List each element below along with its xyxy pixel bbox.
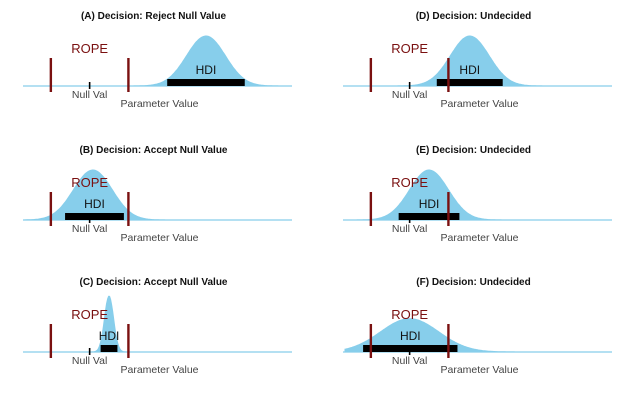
posterior-density	[345, 169, 610, 221]
null-value-label: Null Val	[392, 89, 427, 101]
posterior-density	[25, 295, 290, 353]
hdi-label: HDI	[400, 329, 421, 343]
panel-c: (C) Decision: Accept Null Value HDI ROPE Nu…	[23, 277, 292, 376]
rope-label: ROPE	[391, 41, 428, 56]
panel-title: (B) Decision: Accept Null Value	[80, 145, 228, 156]
hdi-label: HDI	[84, 197, 105, 211]
hdi-label: HDI	[196, 63, 217, 77]
rope-label: ROPE	[391, 307, 428, 322]
panel-title: (C) Decision: Accept Null Value	[80, 277, 228, 288]
panel-a: (A) Decision: Reject Null Value HDI ROPE Nu…	[23, 11, 292, 110]
hdi-bar	[436, 79, 503, 86]
rope-label: ROPE	[71, 307, 108, 322]
hdi-label: HDI	[419, 197, 440, 211]
x-axis-label: Parameter Value	[440, 98, 518, 110]
panel-title: (A) Decision: Reject Null Value	[81, 11, 226, 22]
posterior-density	[345, 35, 610, 87]
hdi-label: HDI	[99, 329, 120, 343]
panel-e: (E) Decision: Undecided HDI ROPE Null Val Pa…	[343, 145, 612, 244]
hdi-bar	[167, 79, 245, 86]
rope-label: ROPE	[71, 41, 108, 56]
null-value-label: Null Val	[392, 223, 427, 235]
hdi-bar	[398, 213, 460, 220]
null-value-label: Null Val	[72, 223, 107, 235]
null-value-label: Null Val	[72, 89, 107, 101]
panel-b: (B) Decision: Accept Null Value HDI ROPE Nu…	[23, 145, 292, 244]
rope-label: ROPE	[391, 175, 428, 190]
x-axis-label: Parameter Value	[440, 232, 518, 244]
posterior-density	[24, 169, 290, 221]
posterior-density	[25, 35, 290, 87]
x-axis-label: Parameter Value	[120, 232, 198, 244]
hdi-label: HDI	[459, 63, 480, 77]
hdi-bar	[100, 345, 118, 352]
null-value-label: Null Val	[72, 355, 107, 367]
null-value-label: Null Val	[392, 355, 427, 367]
panel-f: (F) Decision: Undecided HDI ROPE Null Val Pa…	[343, 277, 612, 376]
x-axis-label: Parameter Value	[120, 364, 198, 376]
panel-title: (F) Decision: Undecided	[416, 277, 530, 288]
panel-d: (D) Decision: Undecided HDI ROPE Null Val Pa…	[343, 11, 612, 110]
rope-label: ROPE	[71, 175, 108, 190]
panel-title: (E) Decision: Undecided	[416, 145, 531, 156]
panel-title: (D) Decision: Undecided	[416, 11, 532, 22]
hdi-bar	[65, 213, 124, 220]
x-axis-label: Parameter Value	[120, 98, 198, 110]
x-axis-label: Parameter Value	[440, 364, 518, 376]
